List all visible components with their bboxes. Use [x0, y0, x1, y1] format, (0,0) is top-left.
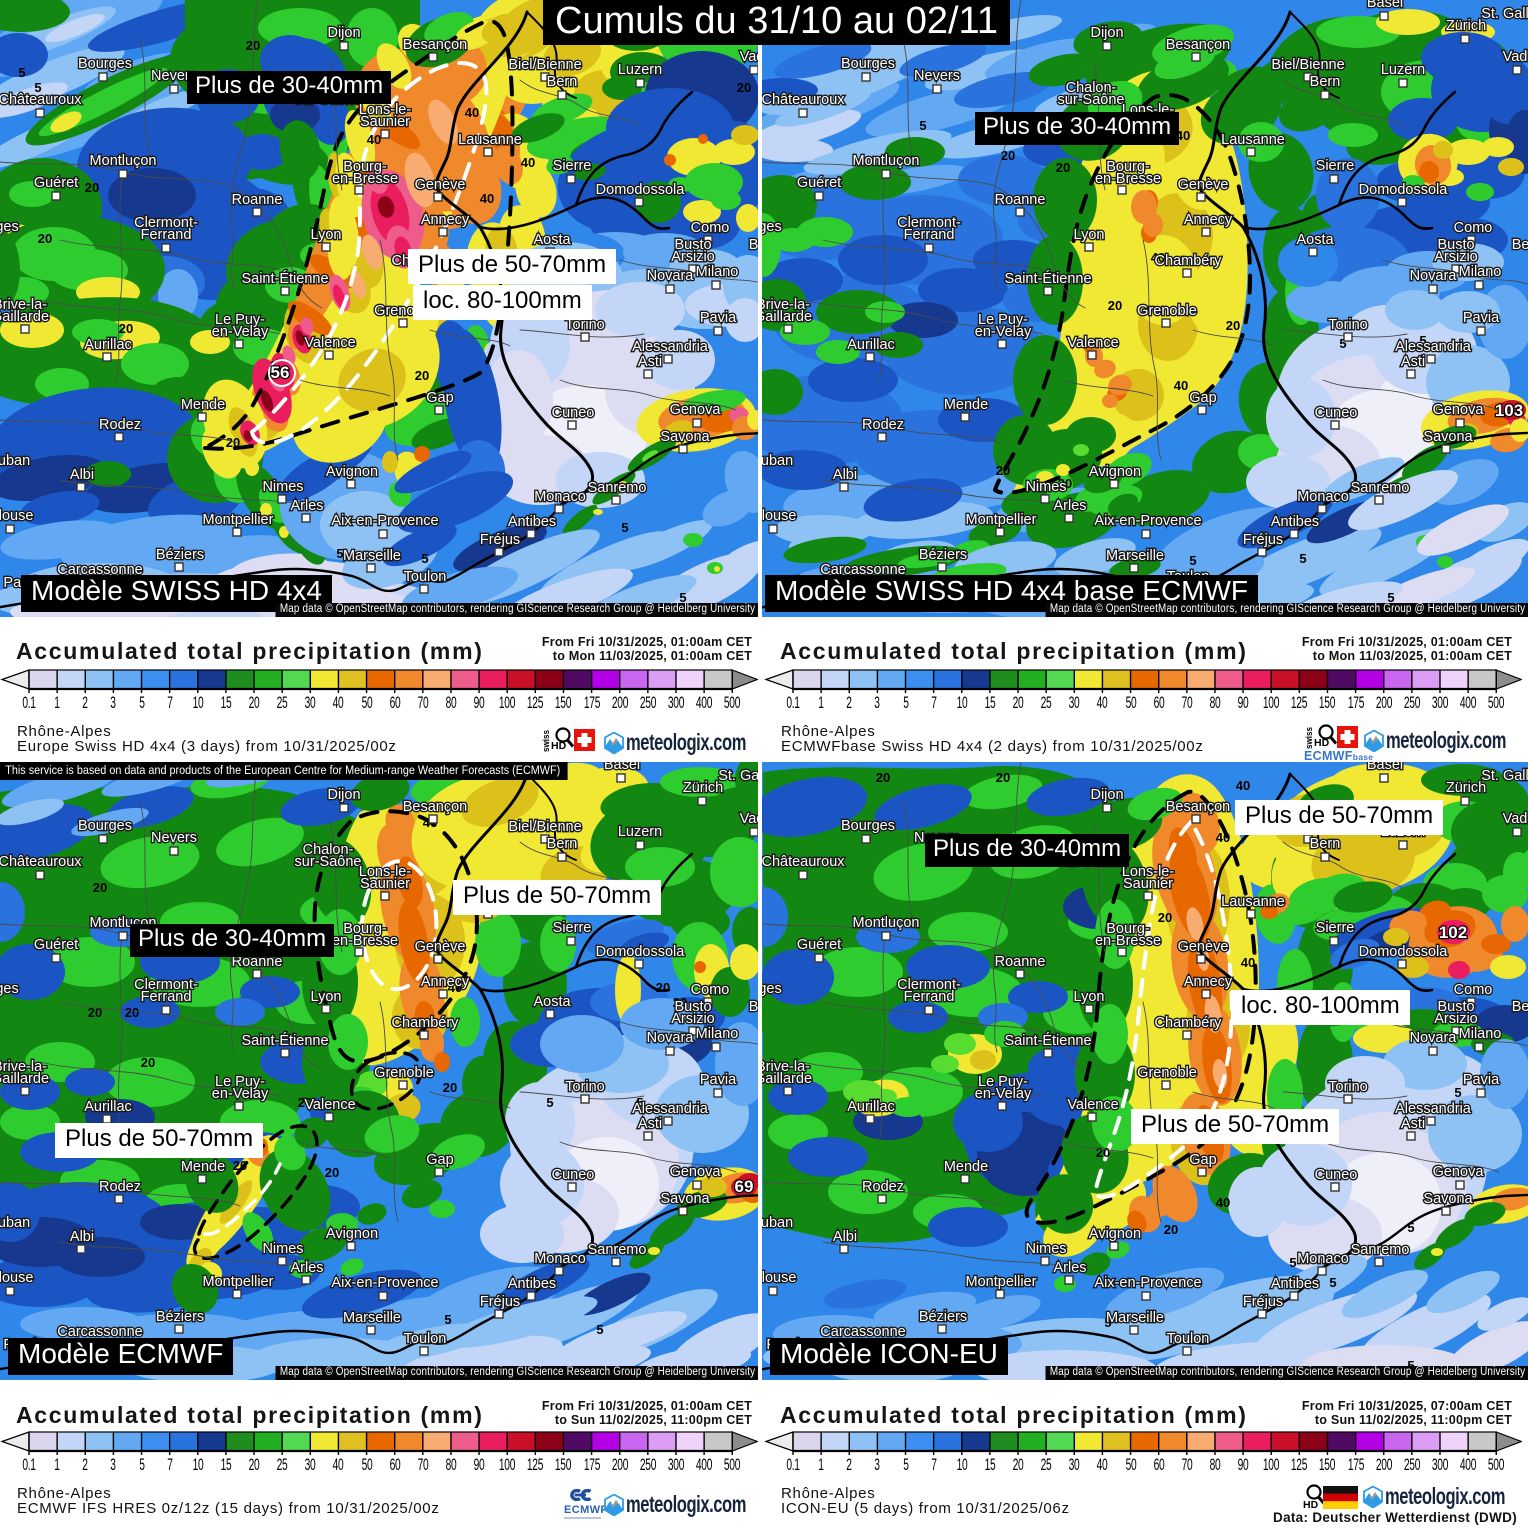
svg-text:20: 20 [125, 1005, 139, 1020]
svg-text:40: 40 [1174, 378, 1188, 393]
svg-text:20: 20 [1158, 910, 1172, 925]
svg-text:20: 20 [1108, 298, 1122, 313]
svg-text:5: 5 [679, 590, 686, 605]
svg-text:20: 20 [38, 231, 52, 246]
svg-text:5: 5 [1289, 1255, 1296, 1270]
svg-text:20: 20 [996, 463, 1010, 478]
svg-text:103: 103 [1495, 401, 1523, 420]
svg-text:102: 102 [1439, 923, 1467, 942]
svg-text:5: 5 [596, 1322, 603, 1337]
svg-text:5: 5 [1454, 1085, 1461, 1100]
svg-text:20: 20 [93, 880, 107, 895]
svg-text:5: 5 [1299, 551, 1306, 566]
svg-text:40: 40 [1236, 778, 1250, 793]
svg-text:5: 5 [919, 118, 926, 133]
svg-text:40: 40 [1241, 955, 1255, 970]
svg-text:5: 5 [1189, 553, 1196, 568]
svg-text:20: 20 [876, 770, 890, 785]
svg-text:20: 20 [1096, 1145, 1110, 1160]
svg-text:20: 20 [737, 80, 751, 95]
svg-text:20: 20 [1226, 318, 1240, 333]
svg-text:20: 20 [443, 1080, 457, 1095]
svg-text:20: 20 [1001, 148, 1015, 163]
svg-text:20: 20 [656, 980, 670, 995]
svg-text:20: 20 [233, 1158, 247, 1173]
svg-text:5: 5 [336, 546, 343, 561]
svg-text:20: 20 [85, 180, 99, 195]
svg-text:20: 20 [325, 1165, 339, 1180]
svg-text:40: 40 [1216, 830, 1230, 845]
svg-text:40: 40 [367, 132, 381, 147]
svg-text:20: 20 [141, 1055, 155, 1070]
svg-text:5: 5 [444, 1312, 451, 1327]
svg-text:20: 20 [246, 38, 260, 53]
svg-text:20: 20 [415, 368, 429, 383]
svg-text:5: 5 [1387, 590, 1394, 605]
svg-text:5: 5 [34, 80, 41, 95]
svg-text:40: 40 [1216, 1195, 1230, 1210]
svg-text:5: 5 [621, 520, 628, 535]
svg-text:5: 5 [546, 1095, 553, 1110]
svg-text:5: 5 [1339, 336, 1346, 351]
svg-text:5: 5 [1407, 1220, 1414, 1235]
svg-text:40: 40 [1176, 128, 1190, 143]
svg-text:5: 5 [1407, 1358, 1414, 1373]
svg-text:40: 40 [480, 191, 494, 206]
svg-text:20: 20 [226, 435, 240, 450]
svg-text:5: 5 [421, 551, 428, 566]
svg-text:69: 69 [735, 1177, 754, 1196]
svg-text:20: 20 [1056, 160, 1070, 175]
svg-text:40: 40 [521, 155, 535, 170]
svg-text:20: 20 [996, 770, 1010, 785]
svg-text:20: 20 [1164, 1222, 1178, 1237]
svg-text:40: 40 [465, 105, 479, 120]
svg-text:56: 56 [271, 363, 290, 382]
svg-text:5: 5 [18, 65, 25, 80]
svg-text:20: 20 [119, 321, 133, 336]
svg-text:5: 5 [1329, 1275, 1336, 1290]
svg-text:20: 20 [88, 1005, 102, 1020]
